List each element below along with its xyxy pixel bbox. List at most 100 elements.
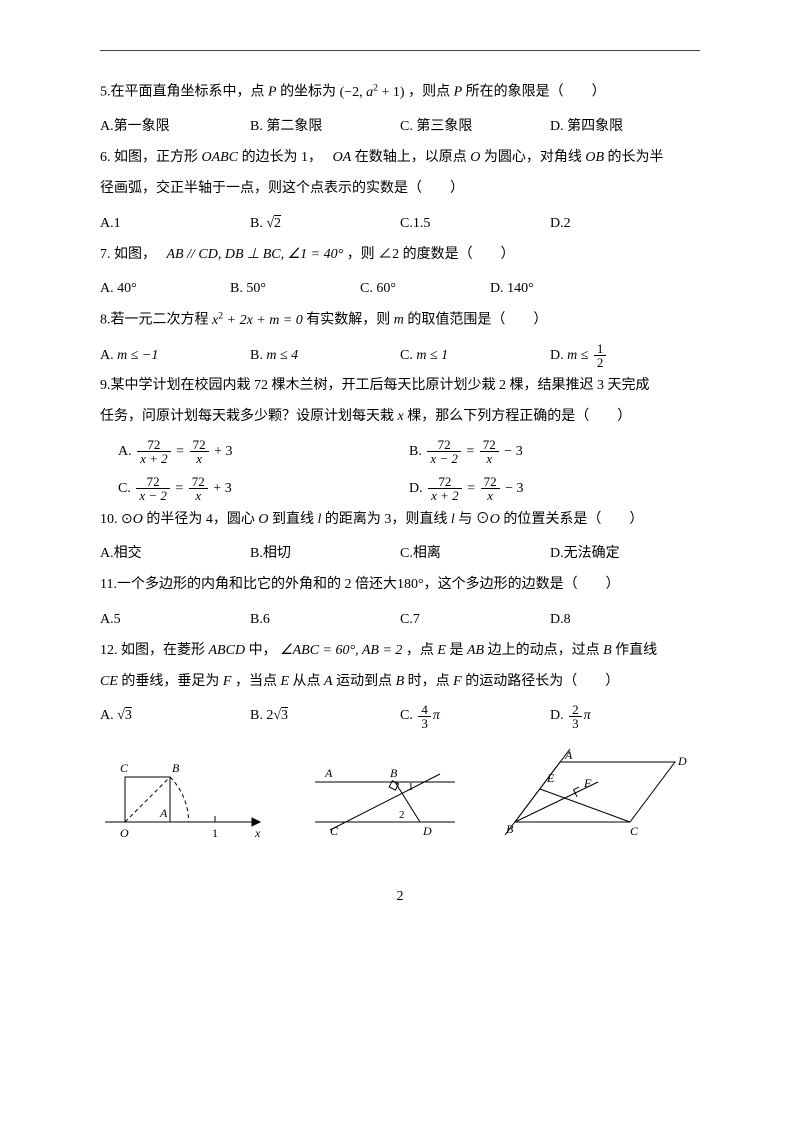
q7-optD: D. 140° <box>490 274 534 305</box>
q10-pre: 10. ⊙ <box>100 512 133 527</box>
question-5: 5.在平面直角坐标系中，点 P 的坐标为 (−2, a2 + 1) ，则点 P … <box>100 77 700 108</box>
q9-l2b: 棵，那么下列方程正确的是（ ） <box>407 409 631 424</box>
q10-l1: l <box>317 512 324 527</box>
q9B-rn: 72 <box>480 438 499 452</box>
q9A-tail: + 3 <box>214 444 232 459</box>
question-11: 11.一个多边形的内角和比它的外角和的 2 倍还大180°，这个多边形的边数是（… <box>100 570 700 601</box>
question-10: 10. ⊙O 的半径为 4，圆心 O 到直线 l 的距离为 3，则直线 l 与 … <box>100 505 700 536</box>
q5-optA: A.第一象限 <box>100 112 250 143</box>
q10-optB: B.相切 <box>250 539 400 570</box>
q12-B: B <box>603 643 612 658</box>
d1-C: C <box>120 761 129 775</box>
q9D-rn: 72 <box>481 475 500 489</box>
d2-2: 2 <box>399 809 405 821</box>
q8-optA: A. m ≤ −1 <box>100 341 250 372</box>
q9-optC: C. 72x − 2 = 72x + 3 <box>118 474 409 505</box>
d2-1: 1 <box>408 781 414 793</box>
question-9: 9.某中学计划在校园内栽 72 棵木兰树，开工后每天比原计划少栽 2 棵，结果推… <box>100 371 700 433</box>
q9-options: A. 72x + 2 = 72x + 3 B. 72x − 2 = 72x − … <box>118 437 700 505</box>
q12C-d: 3 <box>418 717 431 730</box>
q6-options: A.1 B. √2 C.1.5 D.2 <box>100 209 700 240</box>
q10-options: A.相交 B.相切 C.相离 D.无法确定 <box>100 539 700 570</box>
q12-ang: ∠ABC = 60°, AB = 2 <box>280 643 402 658</box>
q10-m1: 的半径为 4，圆心 <box>146 512 255 527</box>
d2-B: B <box>390 766 398 780</box>
q12B-v: 3 <box>281 708 288 723</box>
q10-optC: C.相离 <box>400 539 550 570</box>
q9D-tail: − 3 <box>505 481 523 496</box>
q8-mid: 有实数解，则 <box>306 313 390 328</box>
d2-D: D <box>422 824 432 838</box>
q12-optC: C. 43π <box>400 701 550 732</box>
q7-rel: AB // CD, DB ⊥ BC, ∠1 = 40° <box>167 247 344 262</box>
q11-text: 11.一个多边形的内角和比它的外角和的 2 倍还大180°，这个多边形的边数是（… <box>100 577 620 592</box>
q5-mid2: ，则点 <box>408 85 450 100</box>
q11-optD: D.8 <box>550 605 571 636</box>
q8D-pre: D. <box>550 348 567 363</box>
q6-ob: OB <box>585 150 604 165</box>
q12D-n: 2 <box>569 703 582 717</box>
q6-optC: C.1.5 <box>400 209 550 240</box>
q6-oa: OA <box>333 150 352 165</box>
q6-optA: A.1 <box>100 209 250 240</box>
q5-end: 所在的象限是（ ） <box>466 85 606 100</box>
d3-D: D <box>677 754 687 768</box>
q12-F: F <box>223 674 232 689</box>
q5-options: A.第一象限 B. 第二象限 C. 第三象限 D. 第四象限 <box>100 112 700 143</box>
q12-E2: E <box>280 674 289 689</box>
q6-optB-pre: B. <box>250 216 266 231</box>
q10-optA: A.相交 <box>100 539 250 570</box>
q12-t6: 作直线 <box>615 643 657 658</box>
q12-optB: B. 2√3 <box>250 701 400 732</box>
q9A-label: A. <box>118 444 132 459</box>
header-rule <box>100 50 700 52</box>
q12-B2: B <box>396 674 405 689</box>
q12-optD: D. 23π <box>550 701 591 732</box>
q9A-ld: x + 2 <box>137 452 171 465</box>
q8-optB: B. m ≤ 4 <box>250 341 400 372</box>
question-7: 7. 如图， AB // CD, DB ⊥ BC, ∠1 = 40° ，则 ∠2… <box>100 240 700 271</box>
q12-abcd: ABCD <box>209 643 246 658</box>
q12-optA: A. √3 <box>100 701 250 732</box>
q6-oabc: OABC <box>202 150 239 165</box>
q9B-ld: x − 2 <box>427 452 461 465</box>
q8-mvar: m <box>394 313 408 328</box>
q12D-pre: D. <box>550 708 567 723</box>
q10-m3: 的距离为 3，则直线 <box>325 512 448 527</box>
q5-optB: B. 第二象限 <box>250 112 400 143</box>
q10-o2: O <box>258 512 268 527</box>
q9-l1: 9.某中学计划在校园内栽 72 棵木兰树，开工后每天比原计划少栽 2 棵，结果推… <box>100 378 650 393</box>
q8-optD: D. m ≤ 12 <box>550 341 608 372</box>
diagram-parallel-lines: A B 1 C 2 D <box>300 762 470 842</box>
q7-options: A. 40° B. 50° C. 60° D. 140° <box>100 274 700 305</box>
q12-t1: 12. 如图，在菱形 <box>100 643 209 658</box>
q7-post: ，则 ∠2 的度数是（ ） <box>347 247 515 262</box>
q8D-num: 1 <box>594 342 607 356</box>
page-number: 2 <box>100 882 700 913</box>
q12C-pi: π <box>433 708 440 723</box>
q7-optA: A. 40° <box>100 274 230 305</box>
q12C-n: 4 <box>418 703 431 717</box>
q9C-ld: x − 2 <box>136 489 170 502</box>
q9B-rd: x <box>480 452 499 465</box>
q9C-rd: x <box>189 489 208 502</box>
q12A-pre: A. <box>100 708 117 723</box>
q12-t5: 边上的动点，过点 <box>488 643 604 658</box>
q12D-d: 3 <box>569 717 582 730</box>
q10-o3: O <box>490 512 500 527</box>
q5-coord: (−2, a2 + 1) <box>340 85 405 100</box>
q11-options: A.5 B.6 C.7 D.8 <box>100 605 700 636</box>
q12-A: A <box>324 674 333 689</box>
q9A-rd: x <box>190 452 209 465</box>
q12-t9: 从点 <box>293 674 325 689</box>
q9-optB: B. 72x − 2 = 72x − 3 <box>409 437 700 468</box>
q11-optB: B.6 <box>250 605 400 636</box>
q9C-label: C. <box>118 481 131 496</box>
q9-optD: D. 72x + 2 = 72x − 3 <box>409 474 700 505</box>
diagram-rhombus: A D B C E F <box>500 747 690 842</box>
q9B-label: B. <box>409 444 422 459</box>
q12-t8: ，当点 <box>235 674 281 689</box>
q7-optC: C. 60° <box>360 274 490 305</box>
q9C-rn: 72 <box>189 475 208 489</box>
q9-optA: A. 72x + 2 = 72x + 3 <box>118 437 409 468</box>
